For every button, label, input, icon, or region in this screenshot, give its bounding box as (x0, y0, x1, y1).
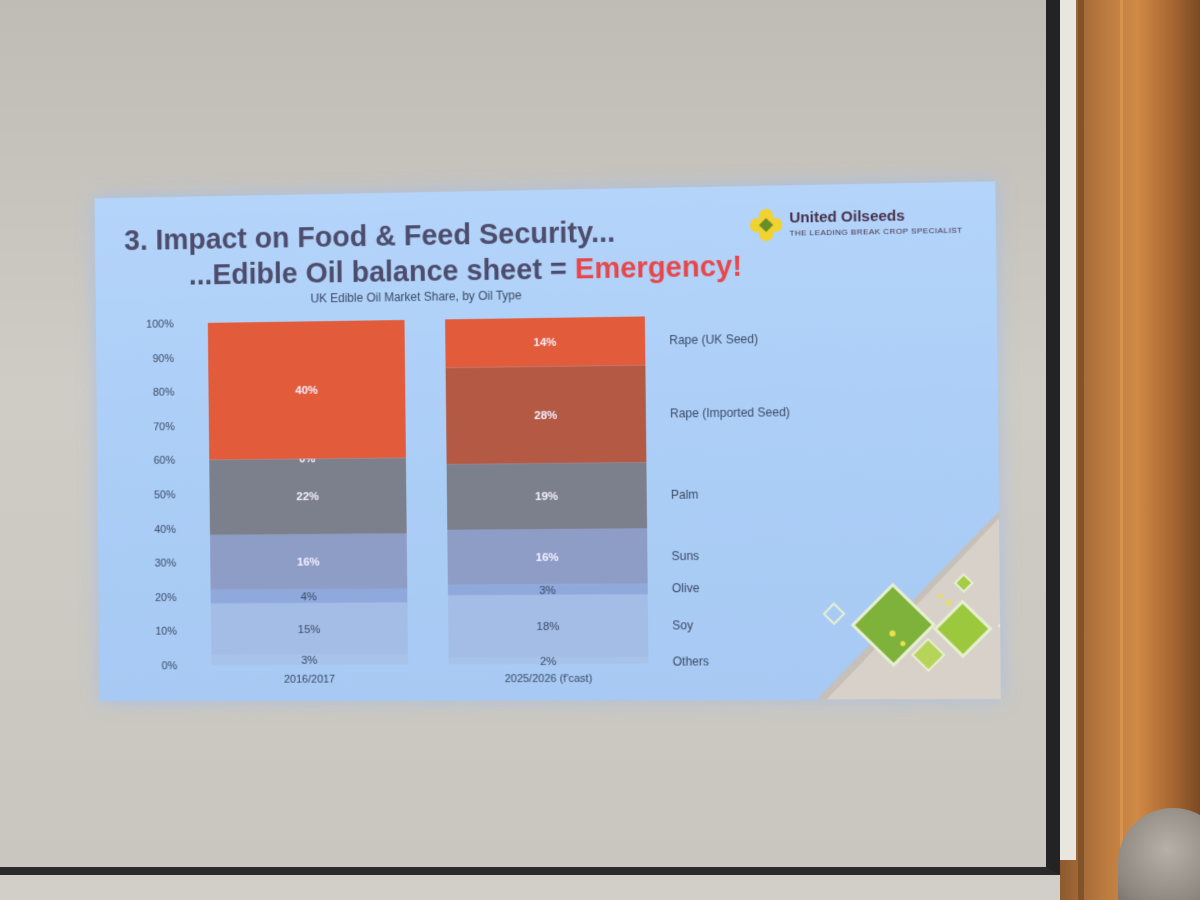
bar-segment-olive (210, 588, 408, 604)
legend-label: Olive (672, 581, 700, 595)
data-label: 15% (298, 624, 321, 636)
bar-segment-palm (446, 462, 648, 530)
wooden-wall (1060, 0, 1200, 900)
bar-segment-rape-uk-seed- (445, 316, 646, 368)
x-category-label: 2016/2017 (284, 674, 335, 686)
y-tick-label: 10% (155, 626, 177, 638)
y-tick-label: 80% (153, 387, 175, 399)
data-label: 22% (296, 491, 319, 503)
legend-label: Rape (Imported Seed) (670, 405, 790, 421)
company-logo: United Oilseeds THE LEADING BREAK CROP S… (749, 205, 963, 249)
bar-segment-suns (447, 528, 648, 585)
data-label: 19% (535, 491, 558, 503)
x-category-label: 2025/2026 (f'cast) (505, 673, 593, 685)
y-tick-label: 0% (162, 660, 178, 672)
legend-label: Soy (672, 618, 693, 632)
y-tick-label: 70% (153, 421, 175, 433)
y-tick-label: 20% (155, 592, 177, 604)
bar-segment-rape-imported-seed- (445, 365, 647, 465)
legend-label: Suns (671, 549, 699, 563)
data-label: 2% (540, 655, 557, 667)
y-tick-label: 30% (155, 558, 177, 570)
data-label: 16% (536, 552, 559, 564)
data-label: 14% (533, 337, 556, 349)
legend-label: Rape (UK Seed) (669, 332, 758, 347)
y-tick-label: 60% (154, 455, 176, 467)
data-label: 16% (297, 557, 320, 569)
data-label: 28% (534, 410, 557, 422)
legend-label: Others (673, 654, 709, 668)
bar-segment-soy (210, 602, 408, 655)
data-label: 40% (295, 385, 318, 397)
stacked-bar-chart: 0% 10% 20% 30% 40% 50% 60% 70% 80% 90% 100% 3% 15% 4%… (146, 316, 790, 686)
y-tick-label: 40% (154, 523, 176, 535)
data-label: 3% (539, 584, 556, 596)
data-label: 3% (301, 655, 317, 667)
y-tick-label: 50% (154, 489, 176, 501)
bar-segment-others (448, 656, 649, 665)
y-tick-label: 100% (146, 318, 174, 330)
data-label: 4% (300, 591, 316, 603)
flower-logo-icon (749, 208, 783, 242)
data-label: 18% (536, 621, 559, 633)
rapeseed-diamond-decoration (814, 511, 1001, 700)
bar-segment-olive (447, 583, 648, 596)
bar-segment-suns (210, 533, 408, 590)
bar-segment-soy (447, 594, 649, 658)
y-tick-label: 90% (153, 353, 175, 365)
bar-segment-others (211, 654, 409, 666)
bar-segment-palm (209, 457, 407, 536)
legend-label: Palm (671, 488, 699, 502)
projected-slide: 3. Impact on Food & Feed Security... ...… (94, 181, 1001, 701)
bar-segment-rape-uk-seed- (207, 319, 406, 460)
